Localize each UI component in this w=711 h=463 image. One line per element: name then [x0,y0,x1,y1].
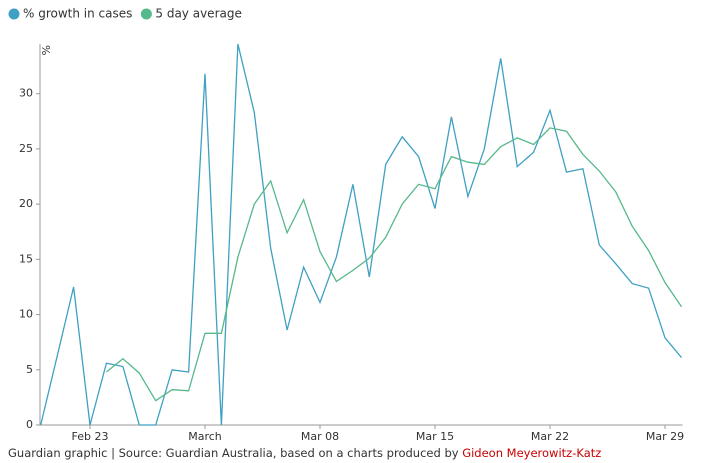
x-tick-label: Mar 08 [301,430,339,443]
y-tick-label: 10 [19,308,33,321]
x-tick-label: Mar 15 [416,430,454,443]
x-tick-label: Feb 23 [71,430,108,443]
legend-label: 5 day average [155,7,241,21]
x-tick-label: March [188,430,222,443]
y-tick-label: 20 [19,197,33,210]
legend-swatch [140,8,152,20]
source-text: Guardian graphic | Source: Guardian Aust… [8,446,459,460]
legend-label: % growth in cases [23,7,132,21]
y-axis-label: % [39,45,52,55]
y-tick-label: 15 [19,252,33,265]
y-tick-label: 0 [26,418,33,431]
y-tick-label: 5 [26,363,33,376]
x-tick-label: Mar 22 [531,430,569,443]
y-tick-label: 30 [19,87,33,100]
source-link[interactable]: Gideon Meyerowitz-Katz [462,446,601,460]
source: Guardian graphic | Source: Guardian Aust… [8,446,601,460]
y-tick-label: 25 [19,142,33,155]
series-line [105,127,683,402]
x-tick-label: Mar 29 [646,430,684,443]
legend-swatch [8,8,20,20]
series-line [40,43,682,426]
